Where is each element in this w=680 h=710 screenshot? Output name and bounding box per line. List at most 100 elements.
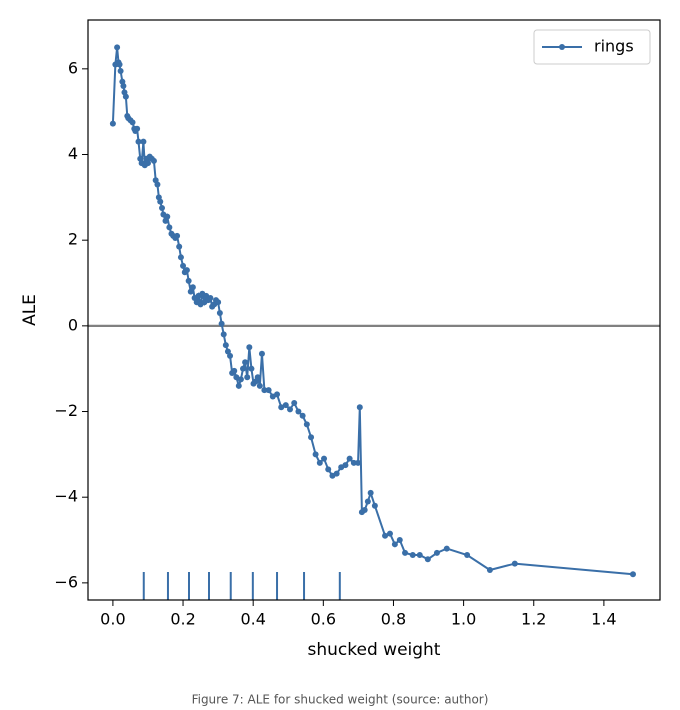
point bbox=[333, 470, 340, 477]
x-tick-label: 0.0 bbox=[100, 610, 125, 629]
y-tick-label: 2 bbox=[68, 230, 78, 249]
y-tick-label: 0 bbox=[68, 315, 78, 334]
point bbox=[135, 138, 142, 145]
point bbox=[244, 374, 251, 381]
point bbox=[391, 541, 398, 548]
point bbox=[443, 545, 450, 552]
point bbox=[246, 344, 253, 351]
point bbox=[486, 567, 493, 574]
point bbox=[150, 157, 157, 164]
point bbox=[120, 82, 127, 89]
x-tick-label: 1.2 bbox=[521, 610, 546, 629]
legend-marker bbox=[559, 44, 565, 50]
point bbox=[222, 342, 229, 349]
point bbox=[386, 530, 393, 537]
point bbox=[274, 391, 281, 398]
point bbox=[129, 119, 136, 126]
point bbox=[144, 160, 151, 167]
point bbox=[185, 277, 192, 284]
point bbox=[215, 299, 222, 306]
point bbox=[116, 61, 123, 68]
point bbox=[321, 455, 328, 462]
point bbox=[325, 466, 332, 473]
point bbox=[154, 181, 161, 188]
point bbox=[227, 352, 234, 359]
point bbox=[233, 374, 240, 381]
point bbox=[254, 374, 261, 381]
x-tick-label: 0.4 bbox=[240, 610, 265, 629]
point bbox=[409, 552, 416, 559]
y-tick-label: 4 bbox=[68, 144, 78, 163]
point bbox=[342, 462, 349, 469]
point bbox=[367, 489, 374, 496]
point bbox=[295, 408, 302, 415]
point bbox=[237, 376, 244, 383]
point bbox=[424, 556, 431, 563]
y-axis-label: ALE bbox=[20, 294, 40, 326]
point bbox=[261, 387, 268, 394]
point bbox=[176, 243, 183, 250]
point bbox=[256, 382, 263, 389]
point bbox=[287, 406, 294, 413]
point bbox=[177, 254, 184, 261]
point bbox=[189, 284, 196, 291]
point bbox=[629, 571, 636, 578]
point bbox=[216, 309, 223, 316]
point bbox=[164, 213, 171, 220]
point bbox=[346, 455, 353, 462]
point bbox=[312, 451, 319, 458]
point bbox=[174, 232, 181, 239]
legend-label: rings bbox=[594, 37, 634, 56]
point bbox=[235, 382, 242, 389]
point bbox=[396, 537, 403, 544]
point bbox=[158, 205, 165, 212]
point bbox=[109, 120, 116, 127]
point bbox=[464, 552, 471, 559]
x-tick-label: 0.6 bbox=[311, 610, 336, 629]
point bbox=[134, 125, 141, 132]
point bbox=[278, 404, 285, 411]
point bbox=[291, 399, 298, 406]
x-tick-label: 0.2 bbox=[170, 610, 195, 629]
point bbox=[117, 67, 124, 74]
x-axis-label: shucked weight bbox=[308, 640, 441, 660]
point bbox=[140, 138, 147, 145]
plot-frame bbox=[87, 19, 661, 601]
point bbox=[361, 507, 368, 514]
point bbox=[258, 350, 265, 357]
point bbox=[265, 387, 272, 394]
point bbox=[242, 359, 249, 366]
point bbox=[371, 502, 378, 509]
point bbox=[114, 44, 121, 51]
point bbox=[180, 262, 187, 269]
x-tick-label: 0.8 bbox=[381, 610, 406, 629]
point bbox=[402, 549, 409, 556]
point bbox=[231, 367, 238, 374]
legend: rings bbox=[533, 29, 651, 65]
point bbox=[282, 402, 289, 409]
point bbox=[248, 365, 255, 372]
point bbox=[316, 459, 323, 466]
point bbox=[308, 434, 315, 441]
x-tick-label: 1.4 bbox=[591, 610, 616, 629]
point bbox=[240, 365, 247, 372]
point bbox=[183, 267, 190, 274]
point bbox=[433, 549, 440, 556]
point bbox=[350, 459, 357, 466]
point bbox=[122, 93, 129, 100]
point bbox=[166, 224, 173, 231]
point bbox=[511, 560, 518, 567]
legend-box bbox=[533, 29, 651, 65]
x-tick-label: 1.0 bbox=[451, 610, 476, 629]
point bbox=[356, 404, 363, 411]
point bbox=[382, 532, 389, 539]
point bbox=[364, 498, 371, 505]
point bbox=[157, 198, 164, 205]
y-tick-label: −2 bbox=[54, 401, 78, 420]
point bbox=[220, 331, 227, 338]
point bbox=[416, 552, 423, 559]
y-tick-label: −6 bbox=[54, 572, 78, 591]
series-line bbox=[111, 47, 634, 576]
caption: Figure 7: ALE for shucked weight (source… bbox=[192, 693, 489, 707]
